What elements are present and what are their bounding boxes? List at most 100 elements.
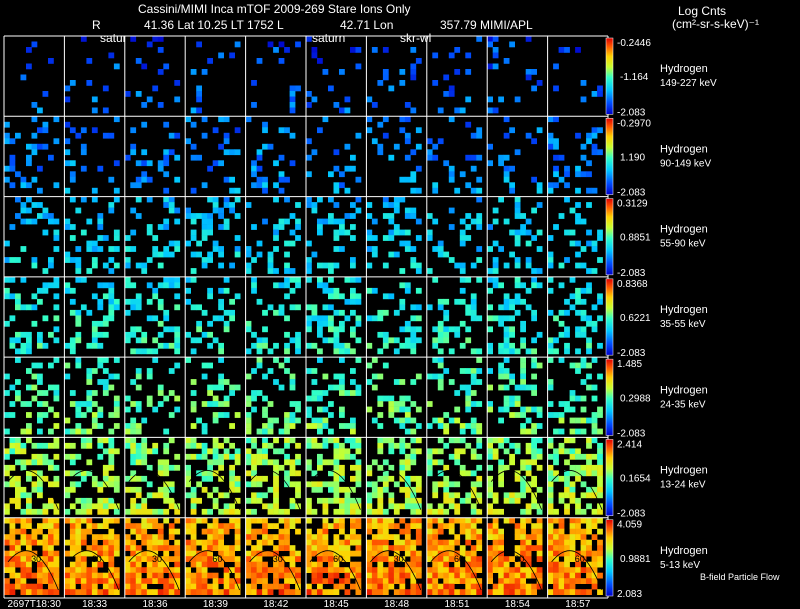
heatmap-cell [333, 448, 340, 455]
heatmap-cell [470, 304, 477, 311]
heatmap-cell [53, 481, 60, 488]
heatmap-cell [48, 58, 54, 64]
heatmap-cell [322, 442, 329, 449]
heatmap-cell [553, 556, 559, 562]
heatmap-cell [256, 251, 263, 258]
heatmap-cell [26, 412, 32, 418]
heatmap-cell [536, 412, 543, 418]
heatmap-cell [157, 36, 164, 42]
heatmap-cell [75, 207, 82, 214]
heatmap-cell [355, 470, 362, 477]
heatmap-cell [234, 517, 241, 524]
heatmap-cell [64, 257, 71, 263]
heatmap-cell [591, 412, 598, 418]
heatmap-cell [273, 481, 279, 488]
heatmap-cell [48, 497, 54, 504]
heatmap-cell [448, 578, 455, 584]
heatmap-cell [547, 379, 554, 385]
heatmap-cell [273, 486, 279, 493]
heatmap-cell [174, 517, 181, 524]
heatmap-cell [553, 545, 559, 551]
heatmap-cell [48, 154, 54, 161]
heatmap-cell [415, 550, 422, 557]
heatmap-cell [437, 417, 444, 424]
heatmap-cell [234, 235, 241, 241]
heatmap-cell [410, 74, 417, 81]
heatmap-cell [102, 331, 109, 338]
heatmap-cell [31, 539, 38, 546]
heatmap-cell [580, 298, 587, 305]
heatmap-cell [245, 262, 252, 269]
heatmap-cell [575, 561, 581, 568]
heatmap-cell [20, 534, 27, 540]
heatmap-cell [295, 406, 301, 413]
heatmap-cell [317, 453, 323, 460]
heatmap-cell [256, 556, 263, 562]
heatmap-cell [37, 556, 43, 562]
heatmap-cell [223, 583, 230, 590]
heatmap-cell [350, 486, 356, 493]
heatmap-cell [306, 240, 312, 247]
heatmap-cell [597, 453, 603, 460]
heatmap-cell [333, 287, 340, 294]
heatmap-cell [503, 373, 510, 380]
heatmap-cell [399, 442, 406, 449]
heatmap-cell [75, 357, 82, 363]
heatmap-cell [135, 326, 142, 333]
heatmap-cell [410, 589, 417, 595]
heatmap-cell [536, 246, 543, 252]
heatmap-cell [558, 589, 565, 595]
heatmap-cell [69, 235, 76, 241]
heatmap-cell [465, 539, 472, 546]
heatmap-cell [48, 556, 54, 562]
heatmap-cell [514, 523, 521, 529]
heatmap-cell [9, 442, 16, 449]
heatmap-cell [4, 464, 10, 471]
heatmap-cell [278, 508, 285, 515]
heatmap-cell [97, 235, 104, 241]
heatmap-cell [399, 503, 406, 510]
heatmap-cell [141, 556, 148, 562]
heatmap-cell [53, 326, 60, 333]
heatmap-cell [317, 423, 323, 429]
heatmap-cell [223, 503, 230, 510]
heatmap-cell [366, 550, 373, 557]
heatmap-cell [311, 481, 318, 488]
heatmap-cell [564, 508, 570, 515]
heatmap-cell [251, 583, 257, 590]
heatmap-cell [498, 315, 504, 322]
heatmap-cell [91, 342, 98, 349]
heatmap-cell [262, 182, 268, 189]
heatmap-cell [102, 503, 109, 510]
heatmap-cell [152, 442, 159, 449]
heatmap-cell [580, 464, 587, 471]
heatmap-cell [553, 143, 559, 150]
heatmap-cell [470, 503, 477, 510]
heatmap-cell [586, 572, 592, 579]
heatmap-cell [174, 207, 181, 214]
heatmap-cell [547, 567, 554, 573]
heatmap-cell [97, 556, 104, 562]
heatmap-cell [399, 470, 406, 477]
heatmap-cell [201, 224, 208, 230]
heatmap-cell [157, 331, 164, 338]
heatmap-cell [273, 282, 279, 289]
heatmap-cell [190, 337, 197, 344]
heatmap-cell [586, 578, 592, 584]
heatmap-cell [251, 368, 257, 374]
heatmap-cell [437, 240, 444, 247]
heatmap-cell [339, 508, 345, 515]
heatmap-cell [536, 229, 543, 236]
heatmap-cell [399, 176, 406, 183]
heatmap-cell [415, 539, 422, 546]
heatmap-cell [64, 187, 71, 194]
heatmap-cell [371, 486, 378, 493]
heatmap-cell [37, 337, 43, 344]
heatmap-cell [190, 545, 197, 551]
heatmap-cell [388, 218, 395, 225]
heatmap-cell [339, 497, 345, 504]
heatmap-cell [130, 508, 137, 515]
heatmap-cell [218, 539, 224, 546]
heatmap-cell [382, 534, 389, 540]
heatmap-cell [284, 475, 290, 482]
